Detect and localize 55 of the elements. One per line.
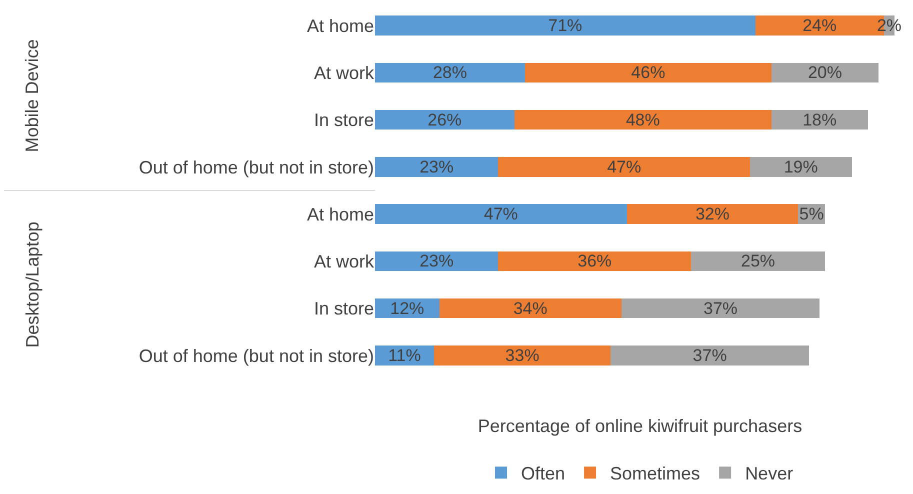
- bar: [626, 204, 798, 224]
- y-tick-label: At work: [314, 251, 375, 272]
- y-tick-label: In store: [314, 110, 374, 130]
- bar: [610, 346, 809, 366]
- bar: [498, 251, 692, 272]
- y-tick-label: At home: [306, 16, 374, 36]
- bar: [375, 204, 627, 224]
- data-label: 18%: [802, 110, 837, 130]
- data-label: 32%: [695, 204, 730, 224]
- bar: [434, 346, 611, 366]
- bar: [514, 110, 772, 130]
- data-label: 71%: [548, 16, 582, 36]
- y-tick-label: Out of home (but not in store): [138, 157, 374, 178]
- data-label: 34%: [513, 298, 548, 318]
- data-label: 26%: [428, 110, 462, 130]
- data-label: 20%: [808, 63, 842, 82]
- data-label: 24%: [802, 16, 837, 36]
- y-tick-label: At work: [314, 62, 375, 83]
- text: Desktop/Laptop: [22, 222, 42, 348]
- bar: [524, 62, 772, 83]
- bar: [750, 157, 852, 177]
- data-label: 47%: [484, 204, 518, 224]
- bar: [375, 157, 498, 177]
- data-label: 23%: [420, 157, 454, 176]
- data-label: 5%: [799, 204, 824, 224]
- data-label: 23%: [420, 252, 454, 271]
- data-label: 47%: [607, 157, 642, 176]
- bar: [691, 251, 825, 272]
- bar: [375, 251, 498, 272]
- data-label: 28%: [432, 63, 468, 82]
- y-tick-label: In store: [314, 298, 374, 319]
- text: Mobile Device: [22, 39, 42, 152]
- data-label: 37%: [692, 346, 727, 365]
- data-label: 37%: [703, 298, 738, 318]
- data-label: 46%: [631, 63, 666, 82]
- data-label: 25%: [740, 252, 776, 271]
- legend-label: Never: [745, 464, 794, 484]
- y-tick-label: Out of home (but not in store): [138, 346, 374, 366]
- data-label: 12%: [390, 298, 424, 318]
- legend-label: Often: [521, 464, 566, 484]
- bar: [621, 298, 820, 318]
- data-label: 19%: [784, 157, 818, 176]
- bar: [771, 62, 879, 83]
- data-label: 36%: [578, 252, 612, 271]
- legend-label: Sometimes: [610, 464, 700, 484]
- bar: [439, 298, 622, 318]
- data-label: 11%: [388, 346, 421, 365]
- bar: [375, 110, 514, 130]
- y-tick-label: At home: [306, 204, 374, 224]
- bar: [375, 62, 525, 83]
- x-axis-title: Percentage of online kiwifruit purchasers: [478, 416, 802, 436]
- data-label: 48%: [626, 110, 660, 130]
- bar: [498, 157, 750, 177]
- bar: [375, 16, 756, 36]
- data-label: 33%: [505, 346, 540, 365]
